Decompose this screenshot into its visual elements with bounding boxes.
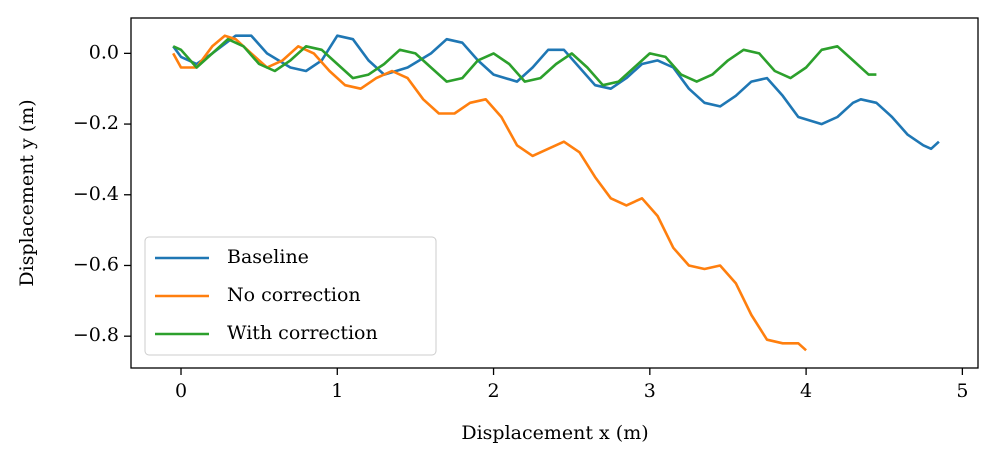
plot-frame <box>130 17 979 369</box>
y-axis-label: Displacement y (m) <box>16 99 38 286</box>
legend-label: No correction <box>227 284 361 306</box>
x-tick-label: 3 <box>644 380 656 402</box>
x-tick-label: 0 <box>175 380 187 402</box>
series-line <box>172 37 877 87</box>
y-tick-label: 0.0 <box>89 41 119 63</box>
x-tick-label: 5 <box>956 380 968 402</box>
y-tick-label: −0.8 <box>73 324 119 346</box>
legend-box <box>144 236 437 356</box>
legend: Baseline No correction With correction <box>144 236 437 356</box>
y-tick-label: −0.2 <box>73 112 119 134</box>
x-tick-label: 4 <box>800 380 812 402</box>
y-tick-label: −0.4 <box>73 183 119 205</box>
y-tick-label: −0.6 <box>73 253 119 275</box>
x-tick-label: 2 <box>488 380 500 402</box>
series-line <box>172 34 940 151</box>
x-axis-label: Displacement x (m) <box>461 422 648 444</box>
legend-label: Baseline <box>227 246 309 268</box>
legend-label: With correction <box>227 322 378 344</box>
x-tick-label: 1 <box>331 380 343 402</box>
